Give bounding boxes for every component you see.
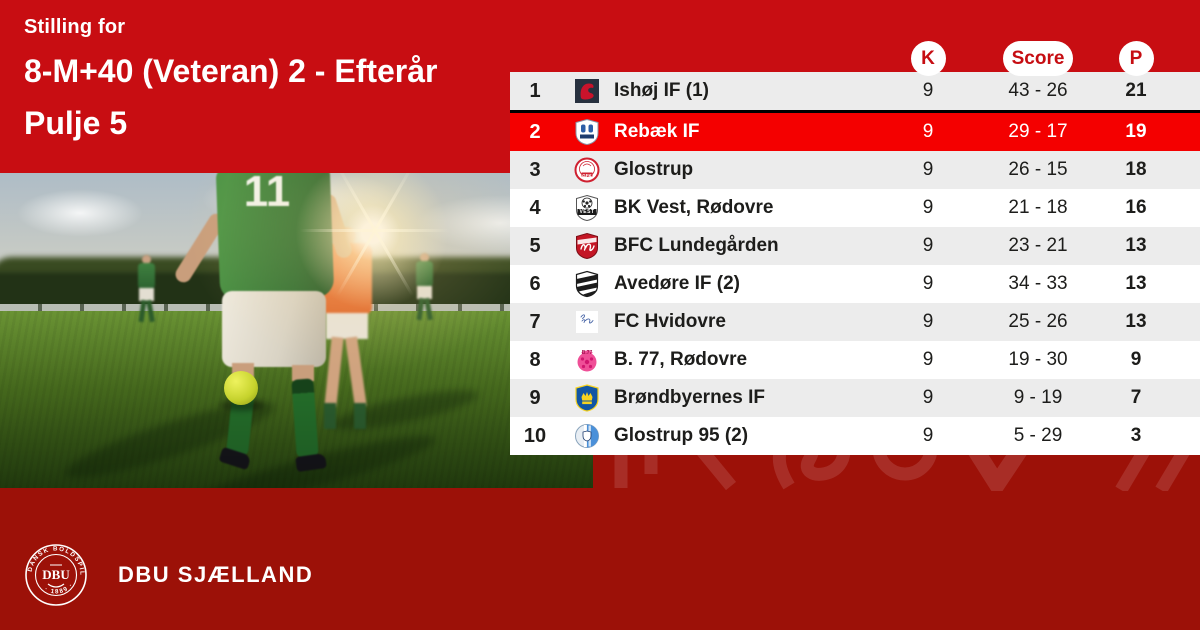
club-logo-icon xyxy=(560,77,614,105)
table-row: 8 B.77 B. 77, Rødovre 9 19 - 30 9 xyxy=(510,341,1200,379)
table-row: 7 FC Hvidovre 9 25 - 26 13 xyxy=(510,303,1200,341)
position-number: 10 xyxy=(523,424,547,447)
goal-score: 26 - 15 xyxy=(1008,159,1068,180)
column-header-score: Score xyxy=(1003,41,1073,76)
points: 13 xyxy=(1125,273,1147,294)
dbu-watermark-icon xyxy=(593,452,1200,491)
matches-played: 9 xyxy=(922,387,934,408)
club-logo-icon: GFK xyxy=(560,156,614,184)
points: 9 xyxy=(1130,349,1142,370)
table-row: 10 Glostrup 95 (2) 9 5 - 29 3 xyxy=(510,417,1200,455)
matches-played: 9 xyxy=(922,121,934,142)
dbu-logo-icon: DANSK BOLDSPIL·UNION · 1889 · DBU xyxy=(24,543,87,606)
club-logo-icon xyxy=(560,384,614,412)
club-name: Glostrup xyxy=(614,159,694,180)
table-row: 9 Brøndbyernes IF 9 9 - 19 7 xyxy=(510,379,1200,417)
points: 13 xyxy=(1125,235,1147,256)
sun-flare xyxy=(282,173,462,323)
table-row: 6 Avedøre IF (2) 9 34 - 33 13 xyxy=(510,265,1200,303)
club-logo-icon: B.77 xyxy=(560,346,614,374)
jersey-number: 11 xyxy=(210,173,324,217)
table-row: 1 Ishøj IF (1) 9 43 - 26 21 xyxy=(510,72,1200,110)
club-name: Rebæk IF xyxy=(614,121,700,142)
goal-score: 43 - 26 xyxy=(1008,80,1068,101)
table-header: K Score P xyxy=(510,41,1200,76)
title-block: Stilling for 8-M+40 (Veteran) 2 - Efterå… xyxy=(24,16,438,149)
matches-played: 9 xyxy=(922,197,934,218)
title-line1: 8-M+40 (Veteran) 2 - Efterår xyxy=(24,53,438,89)
table-row: 3 GFK Glostrup 9 26 - 15 18 xyxy=(510,151,1200,189)
club-logo-icon xyxy=(560,118,614,146)
club-name: BK Vest, Rødovre xyxy=(614,197,774,218)
position-number: 2 xyxy=(529,120,541,143)
footer-brand: DANSK BOLDSPIL·UNION · 1889 · DBU DBU SJ… xyxy=(24,543,313,607)
svg-text:· 1889 ·: · 1889 · xyxy=(43,581,75,595)
club-name: Brøndbyernes IF xyxy=(614,387,765,408)
points: 19 xyxy=(1125,121,1147,142)
table-row: 2 Rebæk IF 9 29 - 17 19 xyxy=(510,110,1200,151)
goal-score: 5 - 29 xyxy=(1013,425,1063,446)
page-title: 8-M+40 (Veteran) 2 - Efterår Pulje 5 xyxy=(24,45,438,149)
points: 3 xyxy=(1130,425,1142,446)
matches-played: 9 xyxy=(922,159,934,180)
club-name: Ishøj IF (1) xyxy=(614,80,709,101)
goal-score: 23 - 21 xyxy=(1008,235,1068,256)
points: 13 xyxy=(1125,311,1147,332)
position-number: 8 xyxy=(529,348,541,371)
position-number: 1 xyxy=(529,79,541,102)
goal-score: 21 - 18 xyxy=(1008,197,1068,218)
club-logo-icon: VEST xyxy=(560,194,614,222)
club-logo-icon xyxy=(560,232,614,260)
matches-played: 9 xyxy=(922,425,934,446)
club-logo-icon xyxy=(560,270,614,298)
matches-played: 9 xyxy=(922,311,934,332)
club-logo-icon xyxy=(560,422,614,450)
goal-score: 34 - 33 xyxy=(1008,273,1068,294)
match-photo: 11 xyxy=(0,173,593,488)
club-name: B. 77, Rødovre xyxy=(614,349,748,370)
column-header-p: P xyxy=(1118,41,1154,76)
points: 18 xyxy=(1125,159,1147,180)
position-number: 3 xyxy=(529,158,541,181)
position-number: 7 xyxy=(529,310,541,333)
club-logo-icon xyxy=(560,308,614,336)
eyebrow-text: Stilling for xyxy=(24,16,126,38)
distant-player-left xyxy=(138,255,158,325)
position-number: 5 xyxy=(529,234,541,257)
standings-table: K Score P 1 Ishøj IF (1) 9 43 - 26 21 2 … xyxy=(510,41,1200,455)
points: 16 xyxy=(1125,197,1147,218)
goal-score: 29 - 17 xyxy=(1008,121,1068,142)
club-name: FC Hvidovre xyxy=(614,311,726,332)
column-header-k: K xyxy=(910,41,946,76)
matches-played: 9 xyxy=(922,235,934,256)
table-row: 4 VEST BK Vest, Rødovre 9 21 - 18 16 xyxy=(510,189,1200,227)
goal-score: 25 - 26 xyxy=(1008,311,1068,332)
photo-warm-overlay xyxy=(0,173,593,488)
matches-played: 9 xyxy=(922,273,934,294)
matches-played: 9 xyxy=(922,80,934,101)
club-name: Glostrup 95 (2) xyxy=(614,425,749,446)
football-icon xyxy=(224,371,258,405)
points: 7 xyxy=(1130,387,1142,408)
points: 21 xyxy=(1125,80,1147,101)
standings-body: 1 Ishøj IF (1) 9 43 - 26 21 2 Rebæk IF 9… xyxy=(510,72,1200,455)
matches-played: 9 xyxy=(922,349,934,370)
title-line2: Pulje 5 xyxy=(24,105,128,141)
dbu-logo-arc-bottom: · 1889 · xyxy=(43,581,73,595)
dbu-logo-center: DBU xyxy=(42,567,70,582)
table-row: 5 BFC Lundegården 9 23 - 21 13 xyxy=(510,227,1200,265)
main-player: 11 xyxy=(172,173,354,488)
club-name: Avedøre IF (2) xyxy=(614,273,740,294)
position-number: 9 xyxy=(529,386,541,409)
club-name: BFC Lundegården xyxy=(614,235,779,256)
photo-vignette xyxy=(0,173,593,488)
position-number: 4 xyxy=(529,196,541,219)
goal-score: 9 - 19 xyxy=(1013,387,1063,408)
brand-name: DBU SJÆLLAND xyxy=(118,562,314,587)
position-number: 6 xyxy=(529,272,541,295)
goal-score: 19 - 30 xyxy=(1008,349,1068,370)
